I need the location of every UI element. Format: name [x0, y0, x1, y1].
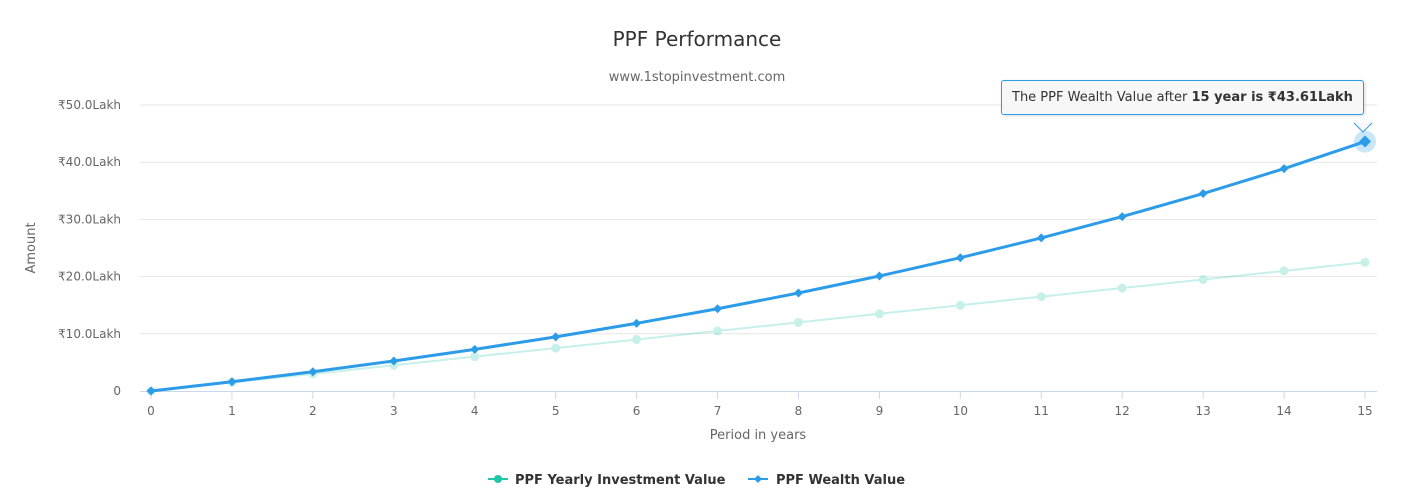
data-point — [793, 288, 803, 298]
x-tick-label: 6 — [633, 404, 641, 418]
data-point — [227, 377, 237, 387]
x-tick-label: 12 — [1115, 404, 1130, 418]
x-tick-label: 7 — [714, 404, 722, 418]
tooltip-prefix: The PPF Wealth Value after — [1012, 90, 1192, 105]
y-tick-label: ₹10.0Lakh — [58, 327, 121, 341]
data-point — [1279, 164, 1289, 174]
x-tick-label: 8 — [795, 404, 803, 418]
data-point — [146, 386, 156, 396]
x-tick-label: 15 — [1357, 404, 1372, 418]
legend-item-wealth[interactable]: PPF Wealth Value — [748, 473, 905, 488]
data-point — [1036, 233, 1046, 243]
data-point — [1279, 266, 1289, 276]
series-0 — [146, 257, 1370, 396]
y-tick-label: ₹20.0Lakh — [58, 270, 121, 284]
data-point — [1360, 257, 1370, 267]
y-axis-title: Amount — [24, 222, 39, 273]
series-line — [150, 261, 1366, 392]
data-point — [1198, 274, 1208, 284]
data-point — [1117, 212, 1127, 222]
data-point — [632, 335, 642, 345]
data-point — [551, 332, 561, 342]
y-tick-label: ₹40.0Lakh — [58, 155, 121, 169]
data-point — [1198, 189, 1208, 199]
series-1 — [146, 130, 1376, 396]
data-point — [1117, 283, 1127, 293]
x-tick-label: 11 — [1034, 404, 1049, 418]
data-point — [955, 253, 965, 263]
data-point — [470, 344, 480, 354]
tooltip: The PPF Wealth Value after 15 year is ₹4… — [1001, 80, 1364, 115]
legend-label: PPF Yearly Investment Value — [515, 473, 726, 488]
data-point — [713, 326, 723, 336]
data-point — [470, 352, 480, 362]
tooltip-pointer — [1353, 122, 1373, 133]
data-point — [1036, 292, 1046, 302]
x-tick-label: 2 — [309, 404, 317, 418]
x-axis-title: Period in years — [710, 428, 807, 443]
y-tick-label: ₹50.0Lakh — [58, 98, 121, 112]
x-tick-label: 3 — [390, 404, 398, 418]
data-point — [793, 317, 803, 327]
data-point — [874, 271, 884, 281]
legend-item-investment[interactable]: PPF Yearly Investment Value — [488, 473, 726, 488]
y-tick-label: 0 — [113, 384, 121, 398]
data-point — [308, 367, 318, 377]
tooltip-value: 15 year is ₹43.61Lakh — [1191, 90, 1353, 105]
data-point — [955, 300, 965, 310]
data-point — [874, 309, 884, 319]
x-tick-label: 9 — [876, 404, 884, 418]
x-tick-label: 13 — [1195, 404, 1210, 418]
data-point — [1359, 135, 1371, 148]
x-tick-label: 14 — [1276, 404, 1291, 418]
x-tick-label: 4 — [471, 404, 479, 418]
series-line — [150, 140, 1366, 393]
chart-subtitle: www.1stopinvestment.com — [609, 70, 786, 85]
legend-circle-icon — [494, 475, 502, 483]
data-point — [389, 356, 399, 366]
x-tick-label: 10 — [953, 404, 968, 418]
x-tick-label: 5 — [552, 404, 560, 418]
x-tick-label: 0 — [147, 404, 155, 418]
data-point — [632, 318, 642, 328]
data-point — [713, 304, 723, 314]
chart-title: PPF Performance — [613, 27, 782, 51]
y-tick-label: ₹30.0Lakh — [58, 212, 121, 226]
legend-label: PPF Wealth Value — [776, 473, 905, 488]
legend-diamond-icon — [754, 475, 762, 483]
x-tick-label: 1 — [228, 404, 236, 418]
data-point — [551, 343, 561, 353]
